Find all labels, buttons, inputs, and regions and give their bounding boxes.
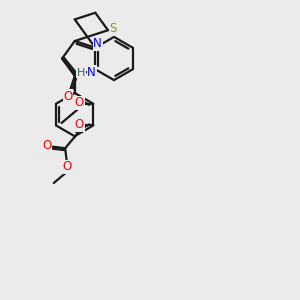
Text: O: O [64, 90, 73, 103]
Text: O: O [62, 160, 71, 173]
Text: O: O [75, 118, 84, 131]
Text: N: N [93, 37, 102, 50]
Text: N: N [87, 66, 96, 79]
Text: H: H [77, 68, 86, 78]
Text: O: O [42, 139, 51, 152]
Text: O: O [75, 96, 84, 110]
Text: S: S [110, 22, 117, 35]
